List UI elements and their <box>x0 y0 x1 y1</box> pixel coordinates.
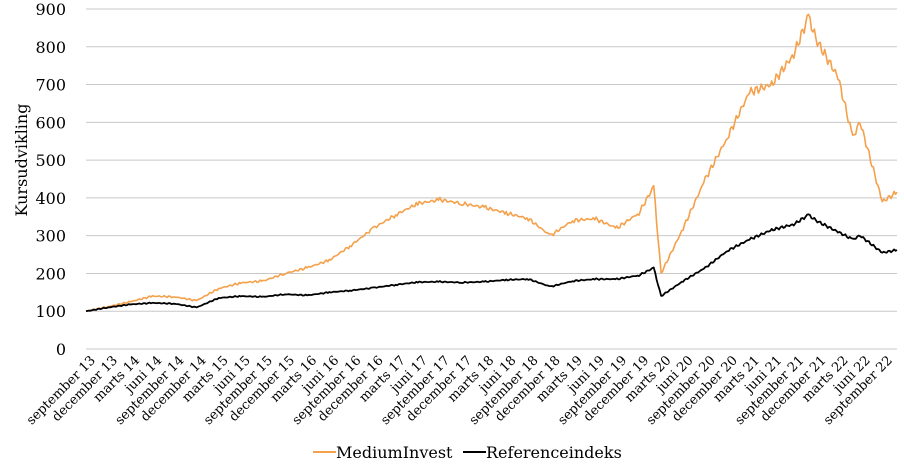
y-tick-labels: 0 100 200 300 400 500 600 700 800 900 <box>35 0 66 359</box>
y-tick-label: 500 <box>35 151 66 170</box>
y-tick-label: 100 <box>35 302 66 321</box>
legend: MediumInvest Referenceindeks <box>313 443 622 462</box>
y-tick-label: 600 <box>35 113 66 132</box>
y-tick-label: 300 <box>35 227 66 246</box>
y-axis-title: Kursudvikling <box>12 104 31 217</box>
gridlines <box>86 8 897 350</box>
legend-label-mediuminvest: MediumInvest <box>336 443 453 462</box>
y-tick-label: 0 <box>56 340 66 359</box>
y-tick-label: 900 <box>35 0 66 19</box>
series-lines <box>85 13 898 313</box>
series-line-referenceindeks <box>85 213 898 313</box>
y-tick-label: 400 <box>35 189 66 208</box>
legend-label-referenceindeks: Referenceindeks <box>486 443 622 462</box>
series-line-mediuminvest <box>85 13 898 312</box>
y-tick-label: 700 <box>35 76 66 95</box>
y-tick-label: 200 <box>35 264 66 283</box>
y-tick-label: 800 <box>35 38 66 57</box>
